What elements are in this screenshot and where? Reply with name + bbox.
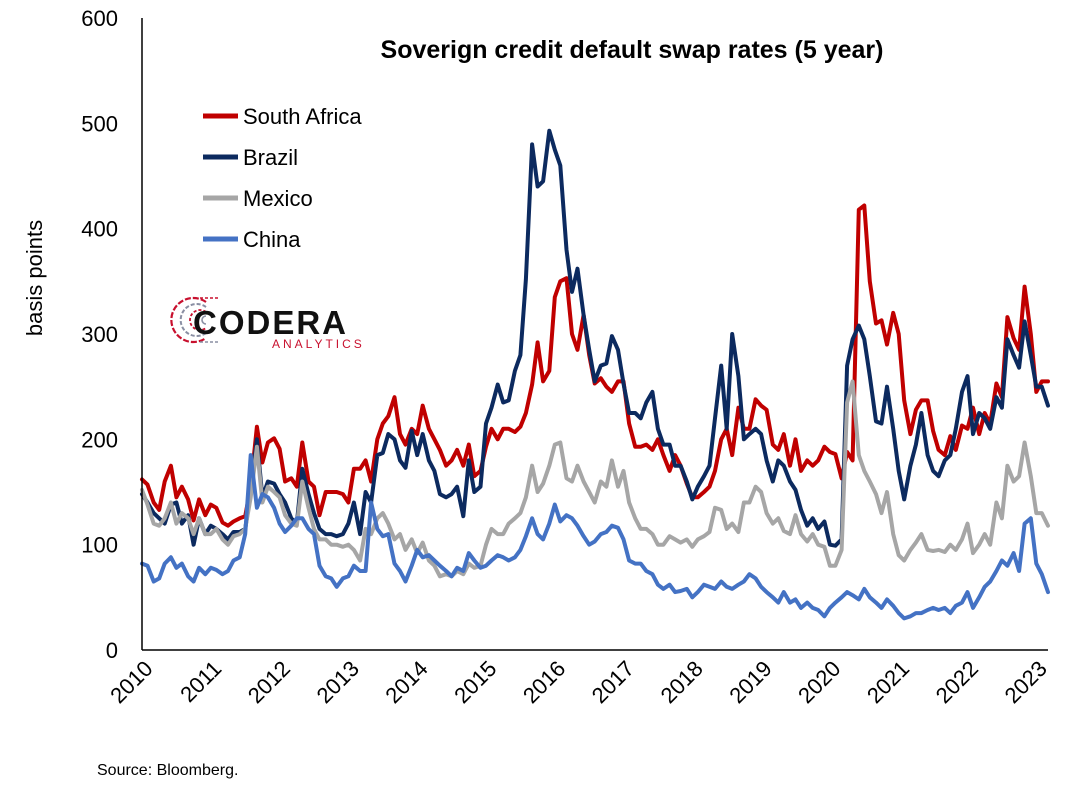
x-tick-label: 2016: [518, 656, 570, 708]
x-tick-label: 2018: [656, 656, 708, 708]
source-note: Source: Bloomberg.: [97, 762, 238, 779]
legend-label: South Africa: [243, 104, 362, 129]
logo-subtitle: ANALYTICS: [272, 337, 365, 351]
logo-wordmark: CODERA: [193, 304, 348, 341]
x-tick-label: 2013: [312, 656, 364, 708]
x-tick-label: 2023: [1000, 656, 1052, 708]
y-tick-label: 400: [81, 217, 118, 242]
legend-label: China: [243, 227, 301, 252]
x-tick-label: 2017: [587, 656, 639, 708]
y-tick-label: 300: [81, 322, 118, 347]
series-line-south-africa: [140, 203, 1050, 528]
legend-label: Mexico: [243, 186, 313, 211]
y-tick-label: 200: [81, 427, 118, 452]
x-tick-label: 2022: [931, 656, 983, 708]
series-lines: [140, 128, 1050, 621]
x-tick-label: 2012: [243, 656, 295, 708]
y-tick-label: 0: [106, 638, 118, 663]
series-line-mexico: [140, 379, 1050, 579]
x-tick-label: 2015: [449, 656, 501, 708]
x-tick-label: 2019: [724, 656, 776, 708]
legend-label: Brazil: [243, 145, 298, 170]
y-axis-label: basis points: [22, 220, 47, 336]
x-tick-label: 2020: [793, 656, 845, 708]
y-tick-label: 100: [81, 533, 118, 558]
x-tick-labels: 2010 2011 2012 2013 2014 2015 2016 2017 2018 2019…: [105, 656, 1052, 708]
fingerprint-icon: [170, 296, 218, 344]
y-tick-labels: 0 100 200 300 400 500 600: [81, 6, 118, 663]
codera-logo: CODERA ANALYTICS: [170, 296, 365, 351]
x-tick-label: 2021: [862, 656, 914, 708]
y-tick-label: 500: [81, 111, 118, 136]
y-tick-label: 600: [81, 6, 118, 31]
x-tick-label: 2014: [380, 656, 432, 708]
x-tick-label: 2010: [105, 656, 157, 708]
series-line-china: [140, 453, 1050, 621]
chart-title: Soverign credit default swap rates (5 ye…: [381, 36, 884, 64]
x-tick-label: 2011: [175, 656, 226, 707]
legend: South Africa Brazil Mexico China: [203, 104, 362, 252]
